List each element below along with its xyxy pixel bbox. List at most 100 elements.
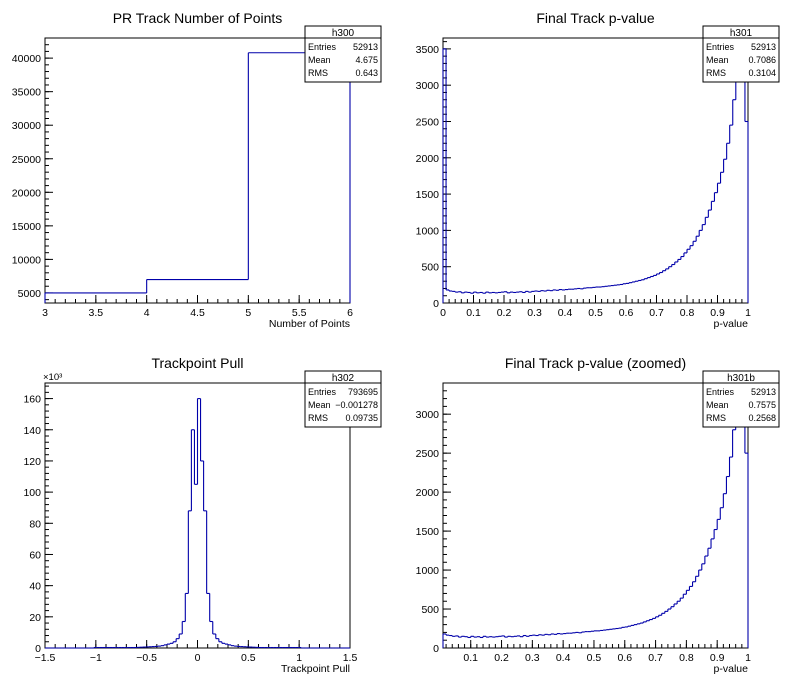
x-tick-label: 0.3 xyxy=(527,307,542,319)
stats-entries-label: Entries xyxy=(308,387,337,397)
histogram-series xyxy=(442,382,749,648)
x-tick-label: 0.8 xyxy=(680,307,695,319)
stats-entries-value: 52913 xyxy=(751,387,776,397)
stats-box-frame xyxy=(304,25,382,83)
stats-rms-value: 0.2568 xyxy=(748,413,776,423)
y-tick-label: 0 xyxy=(433,298,439,310)
stats-rms-value: 0.643 xyxy=(355,68,378,78)
x-tick-label: 0.9 xyxy=(710,652,725,664)
stats-box-frame xyxy=(702,25,780,83)
x-tick-label: 4.5 xyxy=(190,307,205,319)
y-tick-label: 1000 xyxy=(416,565,440,577)
stats-hist-name: h302 xyxy=(332,373,355,384)
x-tick-label: −0.5 xyxy=(136,652,157,664)
chart-title: PR Track Number of Points xyxy=(113,10,283,26)
chart-title: Final Track p-value (zoomed) xyxy=(505,355,686,371)
stats-rms-label: RMS xyxy=(308,413,328,423)
stats-box-frame xyxy=(702,370,780,428)
y-tick-label: 1500 xyxy=(416,526,440,538)
stats-rms-label: RMS xyxy=(706,413,726,423)
x-tick-label: −1.5 xyxy=(35,652,56,664)
x-tick-label: 3.5 xyxy=(89,307,104,319)
stats-box: h301 Entries 52913 Mean 0.7086 RMS 0.3104 xyxy=(702,25,780,83)
stats-hist-name: h300 xyxy=(332,28,355,39)
y-tick-label: 140 xyxy=(23,425,41,437)
y-tick-label: 35000 xyxy=(12,87,41,99)
y-tick-label: 1500 xyxy=(416,189,440,201)
y-tick-label: 20 xyxy=(29,612,41,624)
stats-rms-value: 0.09735 xyxy=(345,413,378,423)
y-tick-label: 2000 xyxy=(416,487,440,499)
stats-entries-label: Entries xyxy=(308,42,337,52)
x-tick-label: 0.1 xyxy=(466,307,481,319)
y-tick-label: 60 xyxy=(29,549,41,561)
stats-mean-value: 0.7086 xyxy=(748,55,776,65)
stats-entries-value: 52913 xyxy=(751,42,776,52)
pad-h300: PR Track Number of Points 3 3.5 4 4.5 5 5.5 6Nu… xyxy=(12,10,382,330)
stats-hist-name: h301 xyxy=(730,28,753,39)
x-tick-label: 3 xyxy=(42,307,48,319)
stats-entries-value: 793695 xyxy=(348,387,378,397)
stats-mean-value: 0.7575 xyxy=(748,400,776,410)
stats-box: h302 Entries 793695 Mean −0.001278 RMS 0.09735 xyxy=(304,370,382,428)
stats-mean-value: 4.675 xyxy=(355,55,378,65)
stats-mean-label: Mean xyxy=(706,55,729,65)
x-axis-label: p-value xyxy=(714,318,749,330)
stats-mean-value: −0.001278 xyxy=(335,400,378,410)
y-tick-label: 1000 xyxy=(416,225,440,237)
x-tick-label: 0.5 xyxy=(241,652,256,664)
stats-box-frame xyxy=(304,370,382,428)
pad-h301: Final Track p-value 0 0.1 0.2 0.3 0.4 0.5 0.6 0.… xyxy=(416,10,780,330)
y-tick-label: 500 xyxy=(421,262,439,274)
y-tick-label: 40 xyxy=(29,581,41,593)
stats-entries-label: Entries xyxy=(706,387,735,397)
x-tick-label: 4 xyxy=(144,307,150,319)
x-tick-label: 0.3 xyxy=(525,652,540,664)
y-tick-label: 3000 xyxy=(416,409,440,421)
y-tick-label: 160 xyxy=(23,394,41,406)
y-tick-label: 100 xyxy=(23,487,41,499)
x-tick-label: 0 xyxy=(195,652,201,664)
y-tick-label: 3500 xyxy=(416,44,440,56)
x-tick-label: 5 xyxy=(245,307,251,319)
y-tick-label: 2500 xyxy=(416,116,440,128)
x-tick-label: 1 xyxy=(296,652,302,664)
x-tick-label: 0.4 xyxy=(556,652,571,664)
chart-title: Final Track p-value xyxy=(536,10,654,26)
x-tick-label: 0.4 xyxy=(558,307,573,319)
plot-frame xyxy=(442,37,749,304)
plot-frame xyxy=(442,382,749,649)
stats-rms-label: RMS xyxy=(308,68,328,78)
stats-entries-label: Entries xyxy=(706,42,735,52)
x-tick-label: 0.5 xyxy=(587,652,602,664)
x-tick-label: 0 xyxy=(440,307,446,319)
y-tick-label: 3000 xyxy=(416,80,440,92)
x-tick-label: 6 xyxy=(347,307,353,319)
stats-box: h300 Entries 52913 Mean 4.675 RMS 0.643 xyxy=(304,25,382,83)
x-tick-label: 0.2 xyxy=(497,307,512,319)
x-tick-label: 0.6 xyxy=(617,652,632,664)
histogram-series xyxy=(442,37,749,303)
y-tick-label: 500 xyxy=(421,604,439,616)
y-tick-label: 2500 xyxy=(416,448,440,460)
stats-rms-label: RMS xyxy=(706,68,726,78)
y-axis-multiplier: ×10³ xyxy=(43,372,62,383)
x-tick-label: 1 xyxy=(745,307,751,319)
y-tick-label: 0 xyxy=(433,643,439,655)
stats-hist-name: h301b xyxy=(727,373,755,384)
x-tick-label: 5.5 xyxy=(292,307,307,319)
histogram-series xyxy=(44,52,351,303)
x-tick-label: 0.1 xyxy=(463,652,478,664)
y-tick-label: 0 xyxy=(35,643,41,655)
x-tick-label: 0.2 xyxy=(494,652,509,664)
x-axis-label: p-value xyxy=(714,663,749,675)
x-tick-label: 0.7 xyxy=(649,307,664,319)
x-tick-label: 0.9 xyxy=(710,307,725,319)
stats-mean-label: Mean xyxy=(706,400,729,410)
stats-mean-label: Mean xyxy=(308,55,331,65)
stats-mean-label: Mean xyxy=(308,400,331,410)
x-tick-label: 1 xyxy=(745,652,751,664)
x-tick-label: 0.7 xyxy=(648,652,663,664)
x-tick-label: −1 xyxy=(90,652,102,664)
